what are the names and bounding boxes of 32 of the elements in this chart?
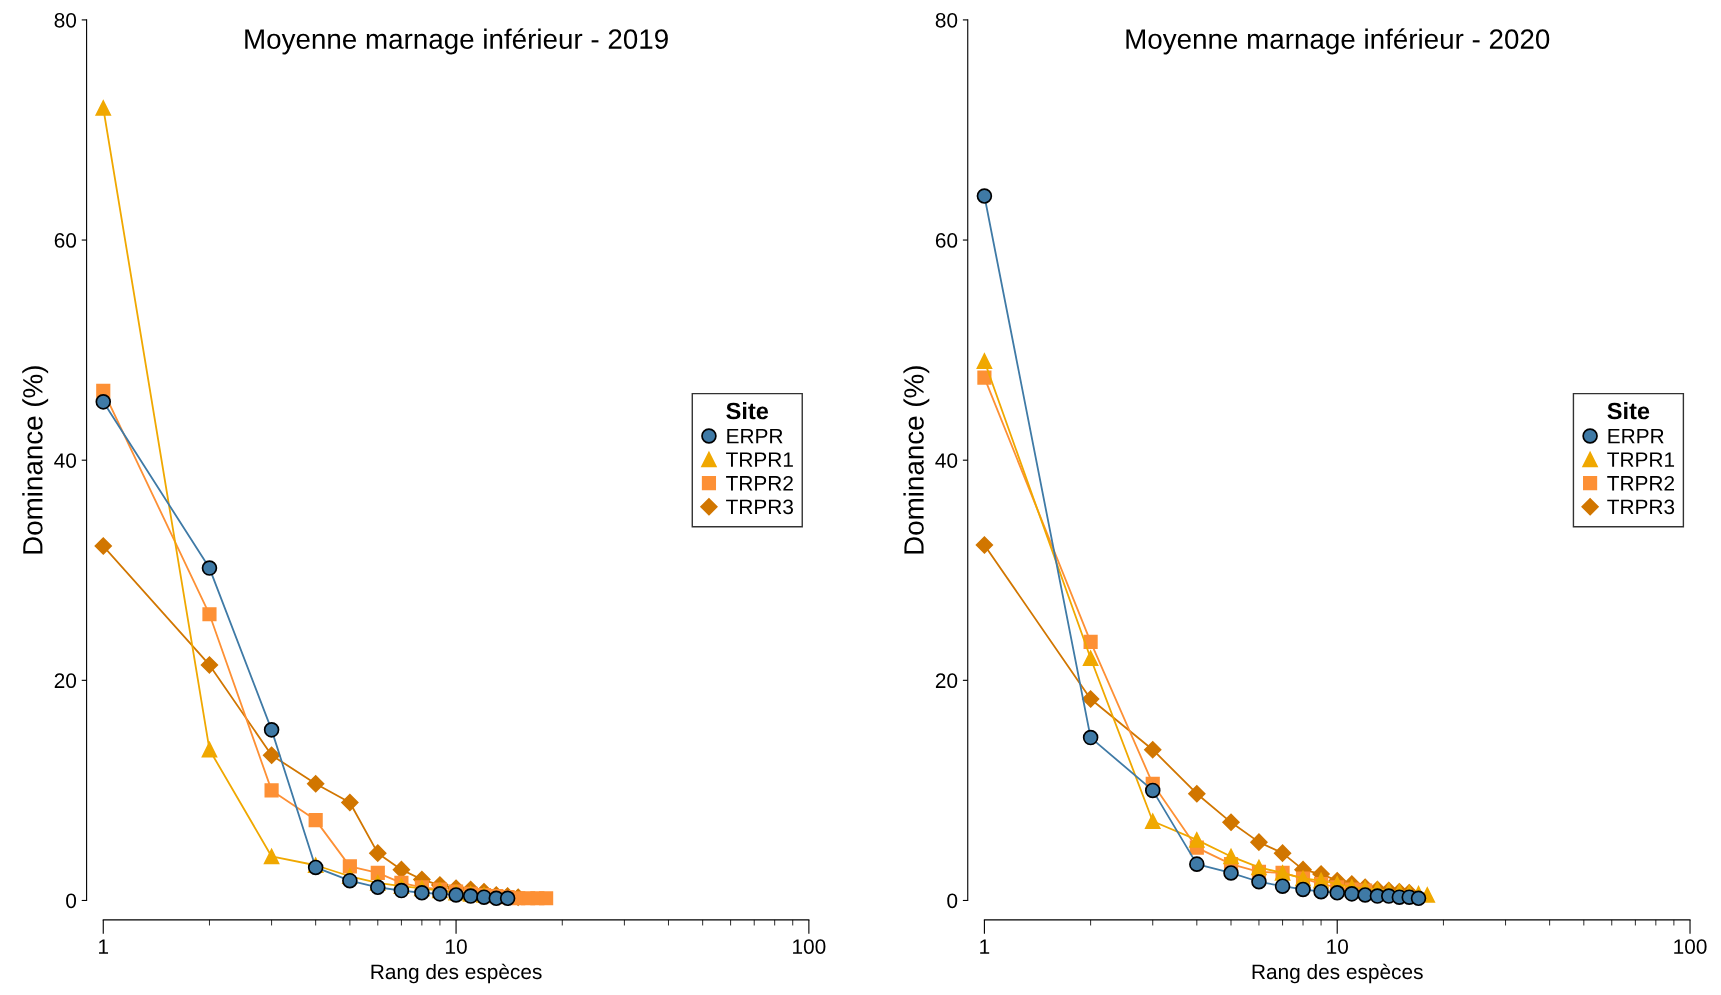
y-tick-label: 60 bbox=[54, 233, 77, 248]
chart-title: Moyenne marnage inférieur - 2020 bbox=[1126, 28, 1550, 55]
y-tick-label: 60 bbox=[935, 233, 958, 248]
legend-label: TRPR2 bbox=[1607, 475, 1675, 491]
chart-title: Moyenne marnage inférieur - 2019 bbox=[245, 28, 668, 55]
y-tick-label: 80 bbox=[935, 12, 958, 28]
x-axis-title: Rang des espèces bbox=[371, 963, 542, 984]
legend-label: TRPR3 bbox=[726, 499, 793, 515]
y-tick-label: 20 bbox=[935, 673, 958, 689]
y-tick-label: 0 bbox=[66, 893, 77, 909]
x-tick-label: 1 bbox=[99, 939, 109, 954]
legend-title: Site bbox=[1607, 402, 1650, 420]
y-axis-title: Dominance (%) bbox=[903, 366, 930, 554]
legend-label: TRPR1 bbox=[1607, 452, 1675, 467]
y-tick-label: 0 bbox=[947, 893, 958, 909]
x-tick-label: 1 bbox=[980, 939, 990, 954]
legend-label: ERPR bbox=[727, 428, 783, 444]
y-tick-label: 20 bbox=[54, 673, 77, 689]
legend-label: ERPR bbox=[1608, 428, 1664, 444]
y-tick-label: 80 bbox=[54, 12, 77, 28]
x-tick-label: 10 bbox=[446, 939, 467, 954]
y-tick-label: 40 bbox=[54, 453, 77, 468]
legend-label: TRPR3 bbox=[1607, 499, 1675, 515]
legend-label: TRPR1 bbox=[726, 452, 793, 467]
x-axis-title: Rang des espèces bbox=[1252, 963, 1423, 984]
y-tick-label: 40 bbox=[935, 453, 958, 468]
x-tick-label: 100 bbox=[793, 939, 826, 954]
y-axis-title: Dominance (%) bbox=[22, 366, 49, 554]
x-tick-label: 100 bbox=[1674, 939, 1707, 954]
legend-title: Site bbox=[726, 402, 769, 420]
legend-label: TRPR2 bbox=[726, 475, 793, 491]
x-tick-label: 10 bbox=[1327, 939, 1348, 954]
